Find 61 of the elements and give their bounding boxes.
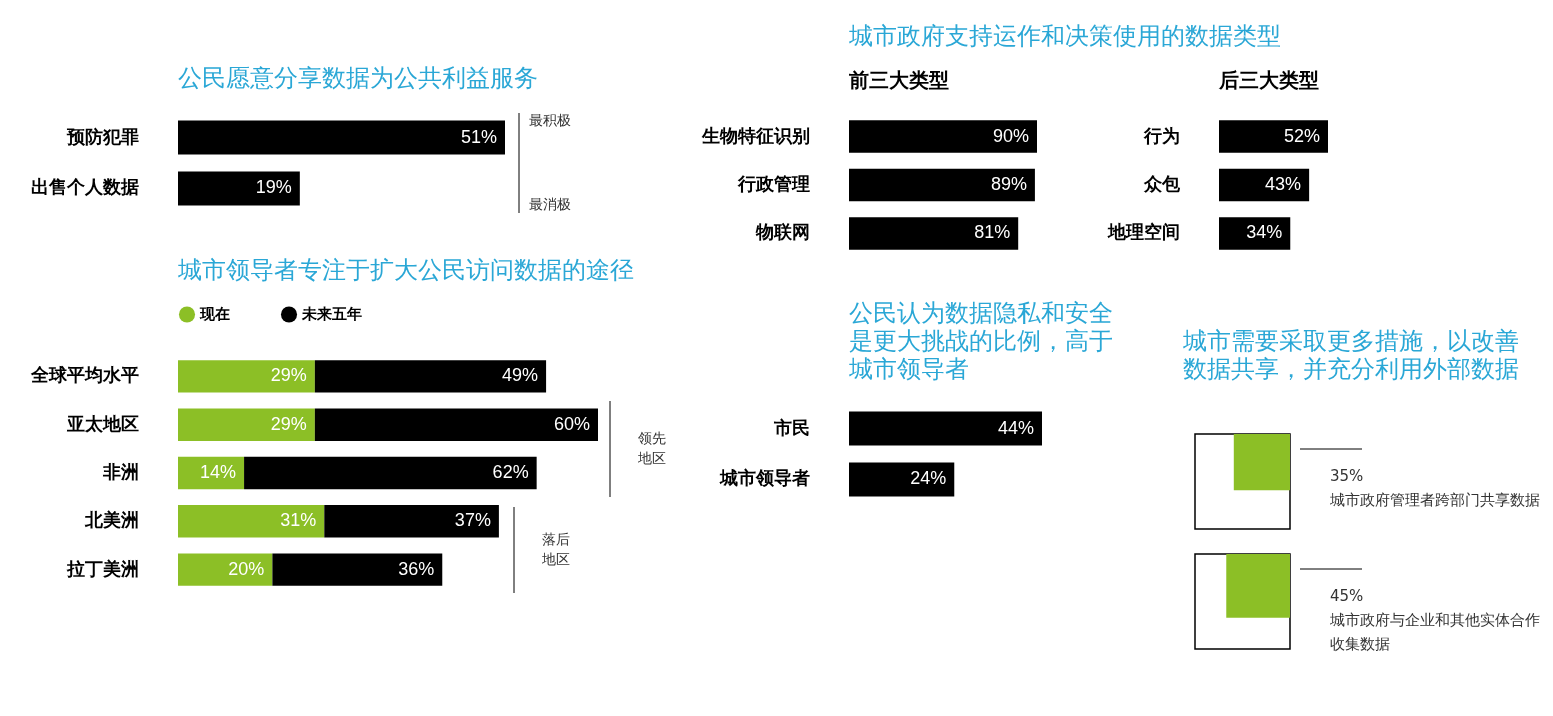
data-label: 37%	[454, 510, 491, 531]
data-label: 60%	[553, 413, 590, 434]
chart-title: 城市政府支持运作和决策使用的数据类型	[848, 22, 1281, 50]
y-tick-label: 亚太地区	[65, 412, 139, 434]
data-label: 81%	[974, 222, 1011, 243]
data-label: 62%	[492, 462, 529, 482]
annotation: 落后地区	[541, 531, 570, 567]
legend-label: 现在	[199, 305, 230, 324]
y-tick-label: 众包	[1142, 173, 1181, 194]
data-label: 31%	[280, 510, 317, 531]
data-label: 20%	[228, 558, 265, 579]
y-tick-label: 行政管理	[736, 173, 810, 194]
category-label: 城市政府与企业和其他实体合作收集数据	[1329, 611, 1540, 653]
data-label: 34%	[1246, 222, 1283, 243]
y-tick-label: 地理空间	[1106, 221, 1180, 243]
chart-title: 公民认为数据隐私和安全是更大挑战的比例，高于城市领导者	[848, 299, 1113, 383]
y-tick-label: 行为	[1142, 124, 1180, 146]
bar	[314, 360, 547, 393]
chart-title: 城市领导者专注于扩大公民访问数据的途径	[177, 256, 634, 284]
data-label: 29%	[270, 365, 307, 386]
y-tick-label: 生物特征识别	[700, 124, 810, 146]
y-tick-label: 北美洲	[83, 509, 139, 531]
data-label: 51%	[460, 126, 497, 147]
y-tick-label: 预防犯罪	[65, 125, 139, 147]
chart-subtitle: 前三大类型	[848, 68, 949, 92]
bar	[324, 505, 499, 538]
y-tick-label: 拉丁美洲	[65, 557, 139, 579]
text: 城市需要采取更多措施，以改善数据共享，并充分利用外部数据	[1182, 327, 1519, 383]
text: 最积极	[529, 112, 571, 128]
text: 最消极	[529, 196, 571, 212]
bar	[178, 408, 315, 441]
data-label: 43%	[1265, 174, 1302, 194]
data-label: 29%	[270, 413, 307, 434]
bar	[178, 360, 315, 393]
bar	[314, 408, 598, 441]
data-label: 52%	[1283, 125, 1320, 146]
data-label: 19%	[255, 177, 292, 198]
data-label: 45%	[1330, 587, 1364, 605]
data-label: 49%	[502, 365, 539, 386]
chart-title: 公民愿意分享数据为公共利益服务	[178, 63, 538, 92]
y-tick-label: 市民	[772, 416, 810, 438]
legend-label: 未来五年	[301, 305, 362, 324]
bar	[178, 553, 273, 586]
data-label: 90%	[992, 125, 1029, 146]
data-label: 44%	[997, 417, 1034, 438]
data-label: 14%	[200, 462, 237, 482]
y-tick-label: 全球平均水平	[29, 364, 139, 386]
y-tick-label: 物联网	[754, 221, 810, 243]
data-label: 35%	[1330, 467, 1364, 485]
chart-title: 后三大类型	[1218, 68, 1319, 92]
text: 领先地区	[637, 430, 666, 466]
y-tick-label: 城市领导者	[718, 467, 810, 489]
category-label: 城市政府管理者跨部门共享数据	[1329, 491, 1540, 509]
data-label: 36%	[398, 558, 435, 579]
bar	[178, 505, 325, 538]
data-label: 89%	[990, 174, 1027, 194]
bar	[272, 553, 443, 586]
y-tick-label: 非洲	[101, 461, 139, 482]
data-label: 24%	[910, 468, 947, 489]
y-tick-label: 出售个人数据	[30, 176, 139, 198]
bar	[244, 456, 537, 490]
